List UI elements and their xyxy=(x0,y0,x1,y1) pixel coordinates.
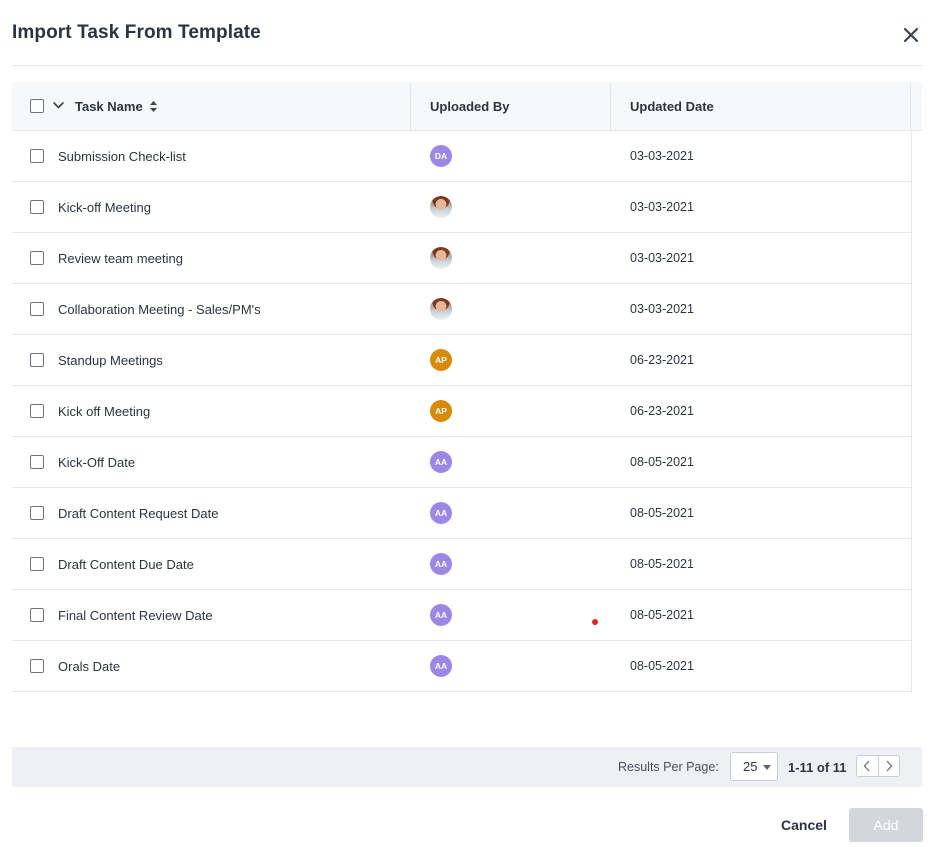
table-row[interactable]: Collaboration Meeting - Sales/PM's 03-03-… xyxy=(12,284,911,335)
dialog-title: Import Task From Template xyxy=(12,22,261,43)
avatar: AP xyxy=(430,349,452,371)
row-checkbox[interactable] xyxy=(30,455,44,469)
row-checkbox[interactable] xyxy=(30,659,44,673)
task-name: Submission Check-list xyxy=(58,148,186,164)
updated-date: 06-23-2021 xyxy=(630,353,694,367)
row-checkbox[interactable] xyxy=(30,251,44,265)
next-page-button[interactable] xyxy=(877,756,899,776)
select-all-checkbox[interactable] xyxy=(30,99,44,113)
column-header-updated-date[interactable]: Updated Date xyxy=(630,99,714,114)
close-button[interactable] xyxy=(898,22,924,48)
table-row[interactable]: Standup Meetings AP 06-23-2021 xyxy=(12,335,911,386)
task-name: Final Content Review Date xyxy=(58,607,213,623)
table-row[interactable]: Submission Check-list DA 03-03-2021 xyxy=(12,131,911,182)
row-checkbox[interactable] xyxy=(30,506,44,520)
avatar-photo xyxy=(430,298,452,320)
updated-date: 06-23-2021 xyxy=(630,404,694,418)
avatar: AP xyxy=(430,400,452,422)
avatar-photo xyxy=(430,247,452,269)
avatar: AA xyxy=(430,604,452,626)
previous-page-button[interactable] xyxy=(857,756,878,776)
task-name: Kick off Meeting xyxy=(58,403,151,419)
table-row[interactable]: Kick off Meeting AP 06-23-2021 xyxy=(12,386,911,437)
row-checkbox[interactable] xyxy=(30,200,44,214)
results-per-page-select[interactable]: 25 xyxy=(730,752,778,781)
updated-date: 08-05-2021 xyxy=(630,455,694,469)
column-header-task-name[interactable]: Task Name xyxy=(75,82,158,131)
table-row[interactable]: Orals Date AA 08-05-2021 xyxy=(12,641,911,692)
table-row[interactable]: Kick-Off Date AA 08-05-2021 xyxy=(12,437,911,488)
caret-down-icon xyxy=(763,765,771,770)
task-name: Kick-off Meeting xyxy=(58,199,151,215)
avatar: DA xyxy=(430,145,452,167)
task-name: Draft Content Due Date xyxy=(58,556,194,572)
task-name: Orals Date xyxy=(58,658,121,674)
row-checkbox[interactable] xyxy=(30,353,44,367)
updated-date: 03-03-2021 xyxy=(630,200,694,214)
task-name: Kick-Off Date xyxy=(58,454,136,470)
task-name: Review team meeting xyxy=(58,250,183,266)
updated-date: 03-03-2021 xyxy=(630,302,694,316)
column-header-uploaded-by[interactable]: Uploaded By xyxy=(430,99,510,114)
updated-date: 08-05-2021 xyxy=(630,506,694,520)
task-name: Draft Content Request Date xyxy=(58,505,219,521)
pager xyxy=(856,755,900,777)
row-checkbox[interactable] xyxy=(30,404,44,418)
cursor-marker xyxy=(592,619,598,625)
column-divider xyxy=(410,82,411,131)
task-name: Standup Meetings xyxy=(58,352,163,368)
column-header-task-name-label: Task Name xyxy=(75,99,143,114)
row-checkbox[interactable] xyxy=(30,557,44,571)
updated-date: 08-05-2021 xyxy=(630,659,694,673)
table-row[interactable]: Final Content Review Date AA 08-05-2021 xyxy=(12,590,911,641)
column-divider xyxy=(910,82,911,131)
updated-date: 08-05-2021 xyxy=(630,557,694,571)
title-divider xyxy=(12,65,922,66)
close-icon[interactable] xyxy=(903,27,919,43)
pagination-bar: Results Per Page: 25 1-11 of 11 xyxy=(12,747,922,787)
pagination-range: 1-11 of 11 xyxy=(788,759,847,775)
cancel-button[interactable]: Cancel xyxy=(781,817,827,833)
avatar-photo xyxy=(430,196,452,218)
sort-icon[interactable] xyxy=(149,100,158,113)
avatar: AA xyxy=(430,655,452,677)
chevron-down-icon[interactable] xyxy=(51,98,65,112)
avatar: AA xyxy=(430,502,452,524)
table-row[interactable]: Review team meeting 03-03-2021 xyxy=(12,233,911,284)
table-body: Submission Check-list DA 03-03-2021 Kick-of… xyxy=(12,131,912,692)
results-per-page-label: Results Per Page: xyxy=(618,760,719,774)
table-row[interactable]: Draft Content Request Date AA 08-05-2021 xyxy=(12,488,911,539)
column-divider xyxy=(610,82,611,131)
task-template-table: Task Name Uploaded By Updated Date Submi… xyxy=(12,82,922,692)
updated-date: 03-03-2021 xyxy=(630,251,694,265)
chevron-left-icon xyxy=(864,760,870,772)
add-button[interactable]: Add xyxy=(849,808,923,842)
updated-date: 03-03-2021 xyxy=(630,149,694,163)
chevron-right-icon xyxy=(886,760,893,772)
row-checkbox[interactable] xyxy=(30,149,44,163)
task-name: Collaboration Meeting - Sales/PM's xyxy=(58,301,261,317)
table-row[interactable]: Draft Content Due Date AA 08-05-2021 xyxy=(12,539,911,590)
table-row[interactable]: Kick-off Meeting 03-03-2021 xyxy=(12,182,911,233)
avatar: AA xyxy=(430,553,452,575)
table-header: Task Name Uploaded By Updated Date xyxy=(12,82,922,131)
results-per-page-value: 25 xyxy=(743,759,758,774)
row-checkbox[interactable] xyxy=(30,302,44,316)
updated-date: 08-05-2021 xyxy=(630,608,694,622)
avatar: AA xyxy=(430,451,452,473)
row-checkbox[interactable] xyxy=(30,608,44,622)
